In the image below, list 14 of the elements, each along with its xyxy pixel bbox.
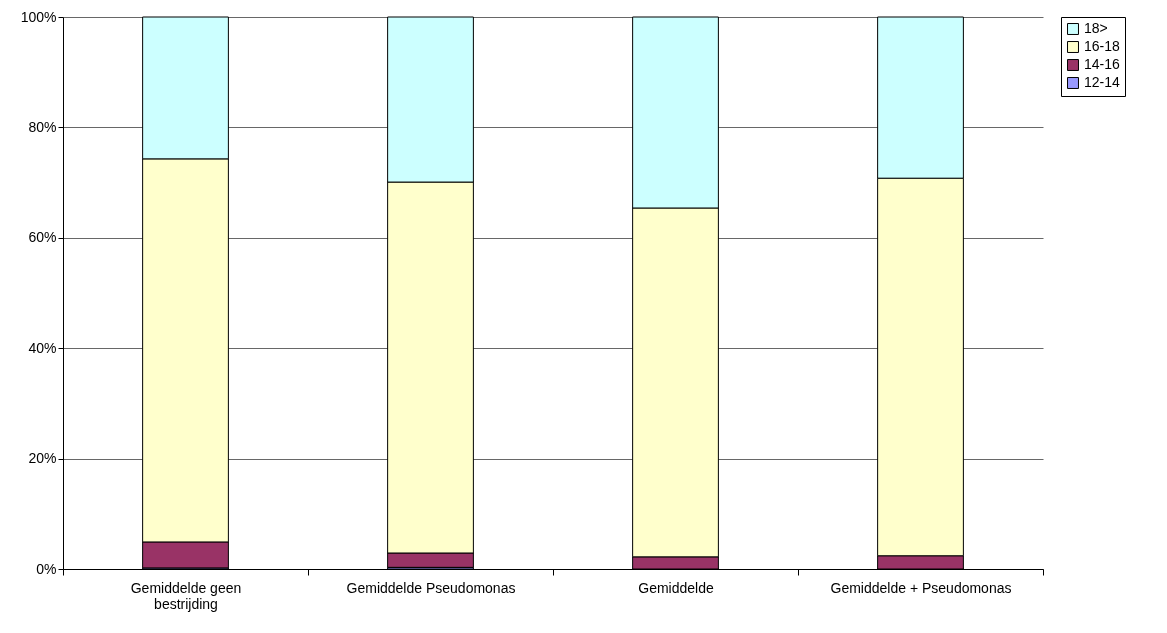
y-tick-label: 0%: [36, 560, 57, 577]
legend-label: 12-14: [1084, 74, 1121, 90]
y-tick-label: 100%: [20, 8, 57, 25]
x-tick-label: Gemiddelde geen bestrijding: [130, 579, 242, 612]
x-tick-label: Gemiddelde + Pseudomonas: [830, 579, 1012, 596]
legend-label: 16-18: [1084, 38, 1121, 54]
x-tick-label: Gemiddelde: [638, 579, 714, 596]
x-tick-label: Gemiddelde Pseudomonas: [346, 579, 516, 596]
y-tick-label: 80%: [28, 118, 57, 135]
y-tick-label: 20%: [28, 450, 57, 467]
y-tick-label: 40%: [28, 339, 57, 356]
y-tick-label: 60%: [28, 229, 57, 246]
legend-label: 18>: [1084, 20, 1108, 36]
legend-label: 14-16: [1084, 56, 1121, 72]
